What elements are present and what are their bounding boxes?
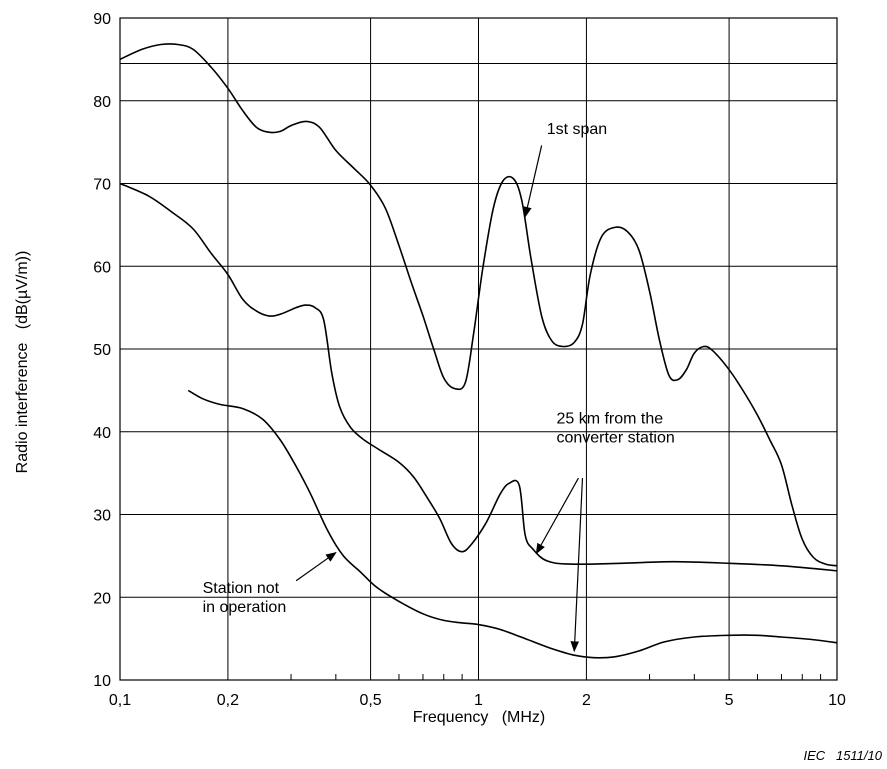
y-tick-label: 20 bbox=[93, 590, 111, 607]
x-axis-title: Frequency (MHz) bbox=[413, 709, 545, 726]
series-line-3 bbox=[187, 389, 838, 659]
y-tick-label: 90 bbox=[93, 11, 111, 28]
x-tick-label: 0,2 bbox=[217, 692, 239, 709]
annotation-text: 25 km from the bbox=[556, 410, 663, 427]
annotation-arrow bbox=[570, 478, 584, 653]
y-tick-label: 10 bbox=[93, 673, 111, 690]
grid-layer bbox=[119, 17, 838, 681]
annotation-layer: 1st span 25 km from the converter station S… bbox=[203, 121, 675, 653]
y-tick-label: 60 bbox=[93, 259, 111, 276]
series-layer bbox=[119, 43, 838, 659]
series-line-1 bbox=[119, 43, 838, 567]
x-tick-label: 1 bbox=[474, 692, 483, 709]
plot-frame bbox=[119, 17, 838, 681]
minor-tick-layer bbox=[290, 674, 822, 680]
y-tick-label: 50 bbox=[93, 342, 111, 359]
annotation-arrow bbox=[535, 477, 579, 555]
label-layer: 0,1 0,2 0,5 1 2 5 10 10 20 30 40 50 60 70 80 90 bbox=[93, 11, 846, 709]
annotation-text: 1st span bbox=[547, 121, 607, 138]
y-tick-label: 80 bbox=[93, 94, 111, 111]
x-tick-label: 5 bbox=[725, 692, 734, 709]
annotation-text: Station not bbox=[203, 580, 280, 597]
annotation-text: in operation bbox=[203, 599, 287, 616]
annotation-arrow bbox=[295, 551, 337, 582]
y-tick-label: 70 bbox=[93, 177, 111, 194]
y-tick-label: 30 bbox=[93, 508, 111, 525]
y-axis-title: Radio interference (dB(µV/m)) bbox=[14, 251, 31, 474]
x-tick-label: 0,1 bbox=[109, 692, 131, 709]
series-line-2 bbox=[119, 182, 838, 572]
x-tick-label: 10 bbox=[828, 692, 846, 709]
figure-credit: IEC 1511/10 bbox=[803, 748, 882, 763]
annotation-arrow bbox=[523, 145, 543, 218]
x-tick-label: 0,5 bbox=[359, 692, 381, 709]
annotation-text: converter station bbox=[556, 429, 674, 446]
x-tick-label: 2 bbox=[582, 692, 591, 709]
y-tick-label: 40 bbox=[93, 425, 111, 442]
